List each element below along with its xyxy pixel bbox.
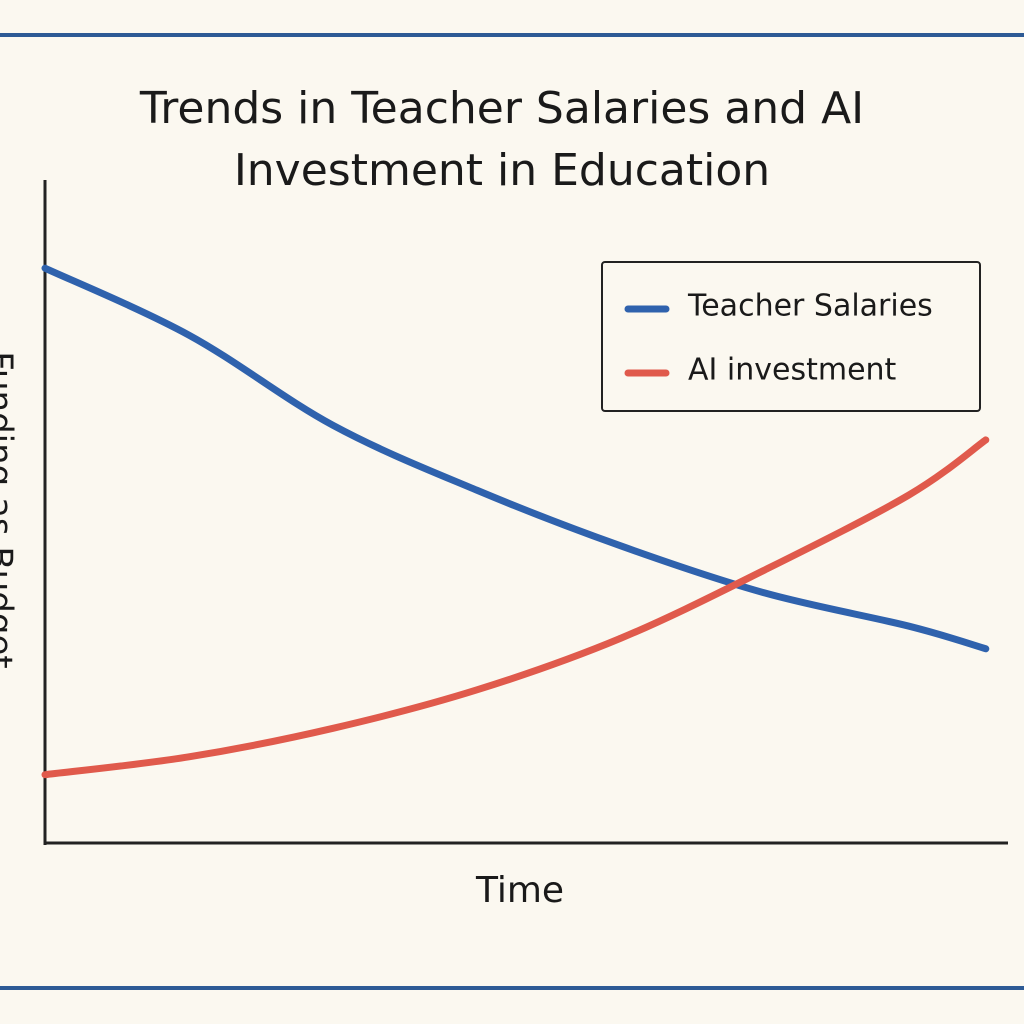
legend-label: AI investment [688, 353, 897, 388]
series-line [41, 436, 990, 779]
legend-label: Teacher Salaries [687, 289, 933, 324]
chart-title: Trends in Teacher Salaries and AI Invest… [139, 83, 865, 196]
series-line [41, 264, 990, 653]
x-axis-label: Time [475, 870, 564, 911]
legend-box [601, 261, 981, 412]
y-axis-label: Funding as Budget [0, 351, 20, 668]
